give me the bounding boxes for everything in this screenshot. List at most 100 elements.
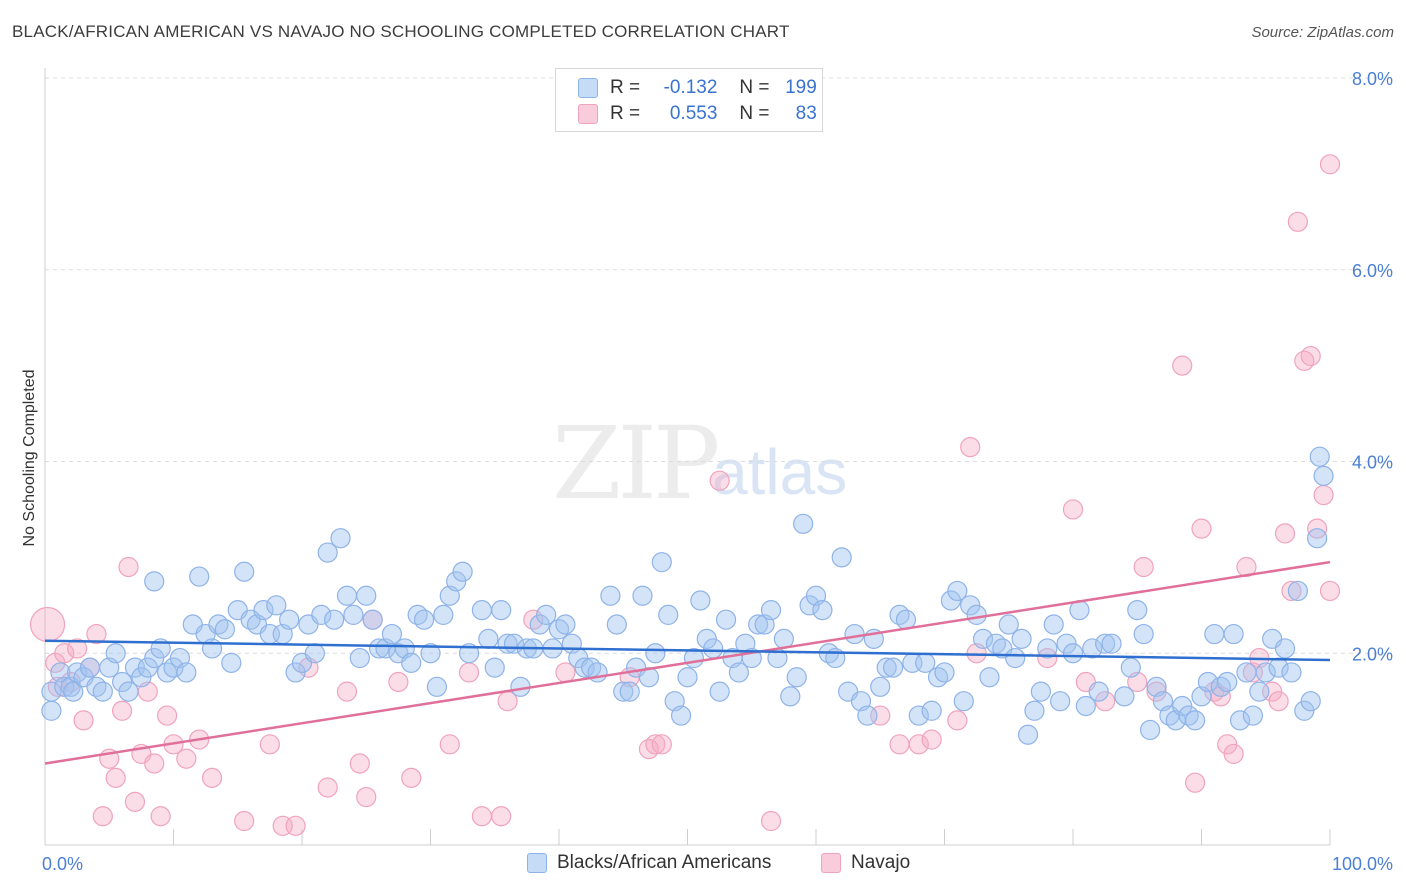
blacks-point — [972, 628, 994, 649]
blacks-point — [844, 623, 865, 645]
navajo-point — [709, 470, 730, 491]
chart-title: BLACK/AFRICAN AMERICAN VS NAVAJO NO SCHO… — [12, 22, 790, 41]
navajo-point — [111, 700, 133, 721]
navajo-point — [73, 710, 94, 731]
blacks-point — [176, 662, 197, 683]
blacks-point — [728, 662, 750, 683]
y-axis-label: No Schooling Completed — [21, 370, 38, 547]
legend-r-label: R = — [610, 77, 641, 98]
legend-r-label: R = — [610, 103, 641, 124]
navajo-point — [908, 734, 929, 755]
blacks-point — [1281, 662, 1302, 683]
blacks-point — [1127, 600, 1148, 621]
blacks-point — [1255, 662, 1276, 683]
blacks-point — [748, 614, 769, 635]
blacks-point — [1133, 623, 1154, 645]
navajo-point — [1313, 484, 1334, 506]
blacks-point — [870, 676, 891, 697]
navajo-point — [234, 810, 255, 832]
blacks-point — [356, 585, 377, 606]
navajo-point — [1172, 355, 1193, 376]
navajo-point — [144, 753, 165, 774]
blacks-point — [433, 604, 454, 626]
blacks-point — [426, 676, 448, 697]
navajo-point — [401, 767, 422, 788]
blacks-point — [1223, 623, 1244, 645]
blacks-point — [413, 609, 435, 630]
x-tick-label: 100.0% — [1332, 854, 1393, 874]
blacks-point — [343, 604, 364, 626]
navajo-point — [1062, 499, 1084, 520]
blacks-point — [324, 609, 345, 630]
blacks-point — [1120, 657, 1141, 678]
blacks-point — [1088, 681, 1109, 702]
blacks-point — [574, 657, 595, 678]
x-tick-label: 0.0% — [42, 854, 83, 874]
navajo-point — [645, 734, 666, 755]
navajo-point — [285, 815, 306, 836]
navajo-point — [356, 786, 377, 808]
navajo-point — [317, 777, 338, 798]
navajo-point — [176, 748, 197, 769]
blacks-point — [1309, 446, 1330, 467]
navajo-point — [1287, 211, 1308, 232]
navajo-point — [1274, 523, 1296, 544]
bottom-swatch-pink — [821, 853, 841, 873]
blacks-point — [478, 628, 499, 649]
blacks-point — [279, 609, 300, 630]
navajo-point — [458, 662, 480, 683]
blacks-point — [317, 542, 338, 563]
legend-row-navajo: R = 0.553 N = 83 — [578, 101, 817, 127]
blacks-point — [1313, 465, 1334, 486]
navajo-point — [54, 643, 75, 664]
blacks-point — [658, 604, 679, 626]
blacks-point — [966, 604, 987, 626]
navajo-point — [1319, 154, 1341, 175]
blacks-point — [1024, 700, 1045, 721]
blacks-point — [118, 681, 139, 702]
blacks-point — [1114, 686, 1135, 707]
blacks-point — [690, 590, 711, 611]
navajo-point — [86, 623, 107, 645]
blacks-point — [221, 652, 242, 673]
blacks-point — [979, 667, 1000, 688]
blacks-point — [645, 643, 666, 664]
navajo-point — [760, 810, 782, 832]
blacks-point — [908, 705, 929, 726]
blacks-point — [362, 609, 383, 630]
blacks-point — [144, 571, 165, 592]
navajo-point — [124, 791, 146, 812]
navajo-point — [1268, 691, 1289, 712]
blacks-point — [953, 691, 974, 712]
navajo-point — [491, 806, 512, 827]
blacks-point — [1300, 691, 1321, 712]
blacks-point — [330, 528, 351, 549]
navajo-point — [67, 638, 88, 659]
y-tick-label: 4.0% — [1352, 453, 1393, 473]
blacks-point — [458, 643, 480, 664]
stats-legend: R = -0.132 N = 199 R = 0.553 N = 83 — [555, 68, 823, 132]
navajo-point — [921, 729, 942, 750]
blacks-point — [79, 657, 101, 678]
blacks-point — [1287, 580, 1308, 602]
blacks-point — [947, 580, 968, 602]
blacks-point — [1101, 633, 1122, 654]
blacks-point — [311, 604, 332, 626]
navajo-point — [471, 806, 492, 827]
navajo-point — [889, 734, 910, 755]
blacks-point — [677, 667, 698, 688]
blacks-point — [452, 561, 473, 582]
navajo-point — [156, 705, 178, 726]
legend-r-value: -0.132 — [663, 77, 718, 98]
blacks-point — [1082, 638, 1103, 659]
navajo-point — [118, 556, 139, 578]
blacks-point — [381, 623, 403, 645]
bottom-swatch-blue — [527, 853, 547, 873]
trend-lines — [44, 560, 1331, 765]
navajo-trend-line — [44, 560, 1331, 765]
navajo-point — [1319, 580, 1341, 602]
blacks-point — [41, 681, 62, 702]
y-tick-label: 6.0% — [1352, 261, 1393, 281]
blacks-point — [619, 681, 640, 702]
